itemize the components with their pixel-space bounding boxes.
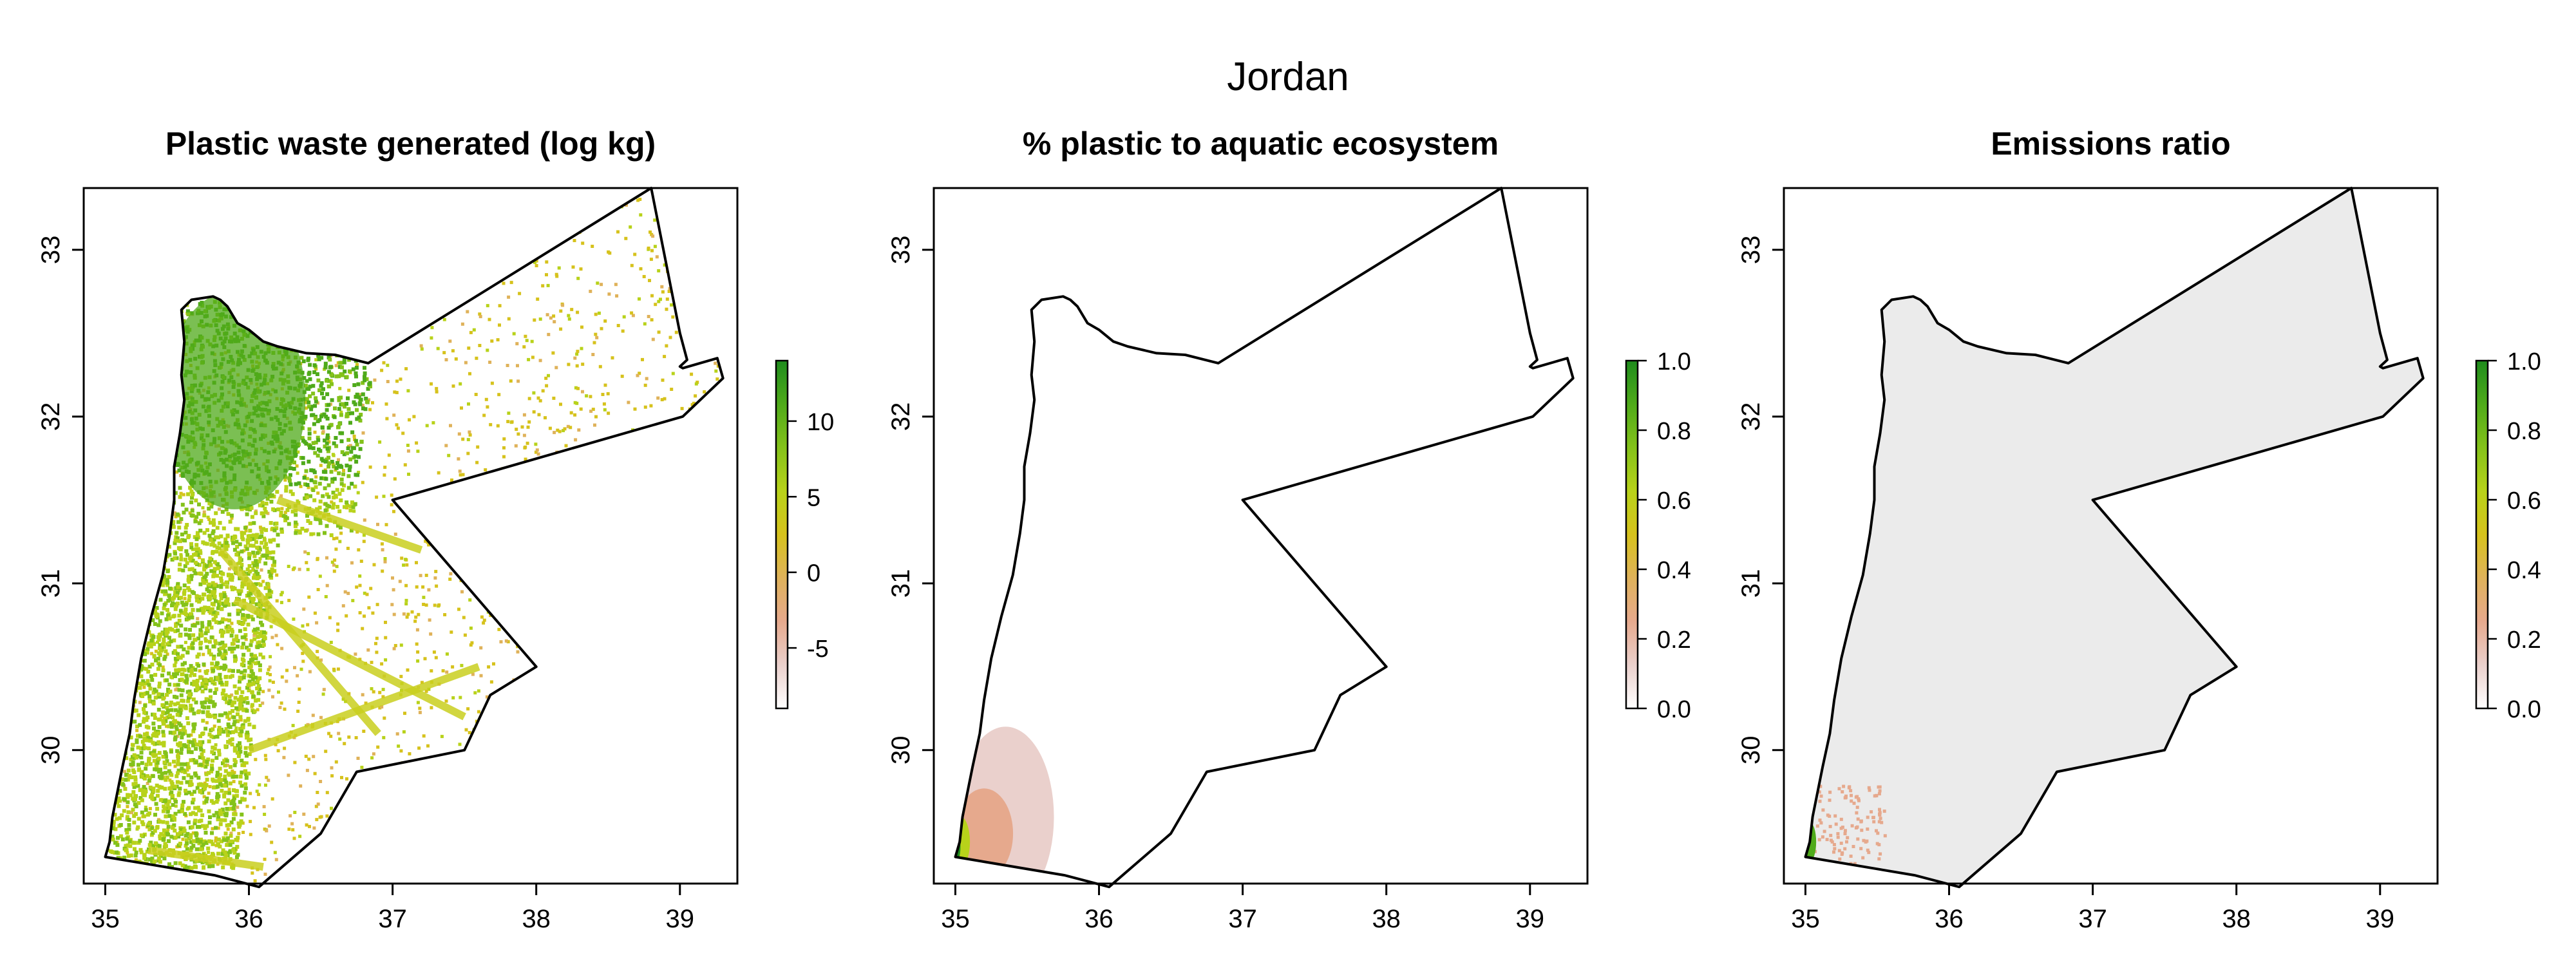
x-tick-label: 39	[666, 905, 695, 933]
x-tick-label: 36	[234, 905, 263, 933]
panel-title: % plastic to aquatic ecosystem	[1023, 126, 1499, 162]
legend-tick-label: 1.0	[2507, 348, 2541, 375]
legend-tick-label: 1.0	[1657, 348, 1691, 375]
legend-colorbar	[1625, 359, 1639, 710]
legend-colorbar	[2475, 359, 2489, 710]
map-panels: Plastic waste generated (log kg) 35 36 37 38…	[37, 126, 2541, 933]
country-boundary	[1804, 187, 2425, 889]
legend-tick-label: 0	[807, 560, 820, 587]
y-tick-label: 31	[887, 569, 915, 598]
y-tick-label: 32	[1737, 402, 1765, 431]
panel-title: Plastic waste generated (log kg)	[166, 126, 656, 162]
y-tick-label: 33	[1737, 236, 1765, 265]
x-tick-label: 38	[522, 905, 551, 933]
x-tick-label: 38	[2222, 905, 2251, 933]
plot-frame	[933, 187, 1589, 885]
x-tick-label: 39	[2366, 905, 2395, 933]
plot-frame	[1783, 187, 2439, 885]
x-tick-label: 35	[1791, 905, 1820, 933]
x-tick-label: 38	[1372, 905, 1401, 933]
figure-title: Jordan	[1227, 55, 1349, 99]
plot-frame	[82, 187, 739, 885]
legend-tick-label: 0.0	[2507, 696, 2541, 723]
legend-colorbar	[775, 359, 789, 710]
map-panel-emissions: Emissions ratio 35 36 37 38 39 30 31 32 33 1.0 0.8 0…	[1737, 126, 2541, 933]
map-panel-aquatic: % plastic to aquatic ecosystem 35 36 37 38 39…	[887, 126, 1691, 933]
raster-fill	[1805, 188, 2423, 887]
legend-tick-label: 0.4	[2507, 557, 2541, 584]
raster-fill	[105, 191, 723, 887]
legend-tick-label: 5	[807, 484, 820, 511]
x-tick-label: 37	[2078, 905, 2107, 933]
y-tick-label: 30	[887, 736, 915, 765]
y-tick-label: 31	[37, 569, 65, 598]
y-tick-label: 33	[887, 236, 915, 265]
country-boundary	[104, 187, 724, 889]
raster-fill	[955, 726, 1054, 887]
legend-tick-label: 0.8	[1657, 418, 1691, 445]
legend-tick-label: 0.4	[1657, 557, 1691, 584]
x-tick-label: 36	[1935, 905, 1964, 933]
x-tick-label: 35	[941, 905, 970, 933]
x-tick-label: 37	[378, 905, 407, 933]
legend-tick-label: 0.0	[1657, 696, 1691, 723]
legend-tick-label: 0.6	[2507, 488, 2541, 515]
panel-title: Emissions ratio	[1991, 126, 2230, 162]
y-tick-label: 32	[887, 402, 915, 431]
y-tick-label: 33	[37, 236, 65, 265]
country-boundary	[954, 187, 1575, 889]
y-tick-label: 31	[1737, 569, 1765, 598]
legend-tick-label: 10	[807, 409, 834, 436]
legend-tick-label: 0.8	[2507, 418, 2541, 445]
legend-tick-label: 0.2	[1657, 627, 1691, 654]
x-tick-label: 36	[1084, 905, 1113, 933]
y-tick-label: 30	[1737, 736, 1765, 765]
legend-tick-label: 0.2	[2507, 627, 2541, 654]
y-tick-label: 32	[37, 402, 65, 431]
x-tick-label: 35	[91, 905, 120, 933]
legend-tick-label: -5	[807, 636, 829, 663]
y-tick-label: 30	[37, 736, 65, 765]
legend-tick-label: 0.6	[1657, 488, 1691, 515]
map-panel-waste: Plastic waste generated (log kg) 35 36 37 38…	[37, 126, 834, 933]
x-tick-label: 39	[1516, 905, 1545, 933]
x-tick-label: 37	[1228, 905, 1257, 933]
